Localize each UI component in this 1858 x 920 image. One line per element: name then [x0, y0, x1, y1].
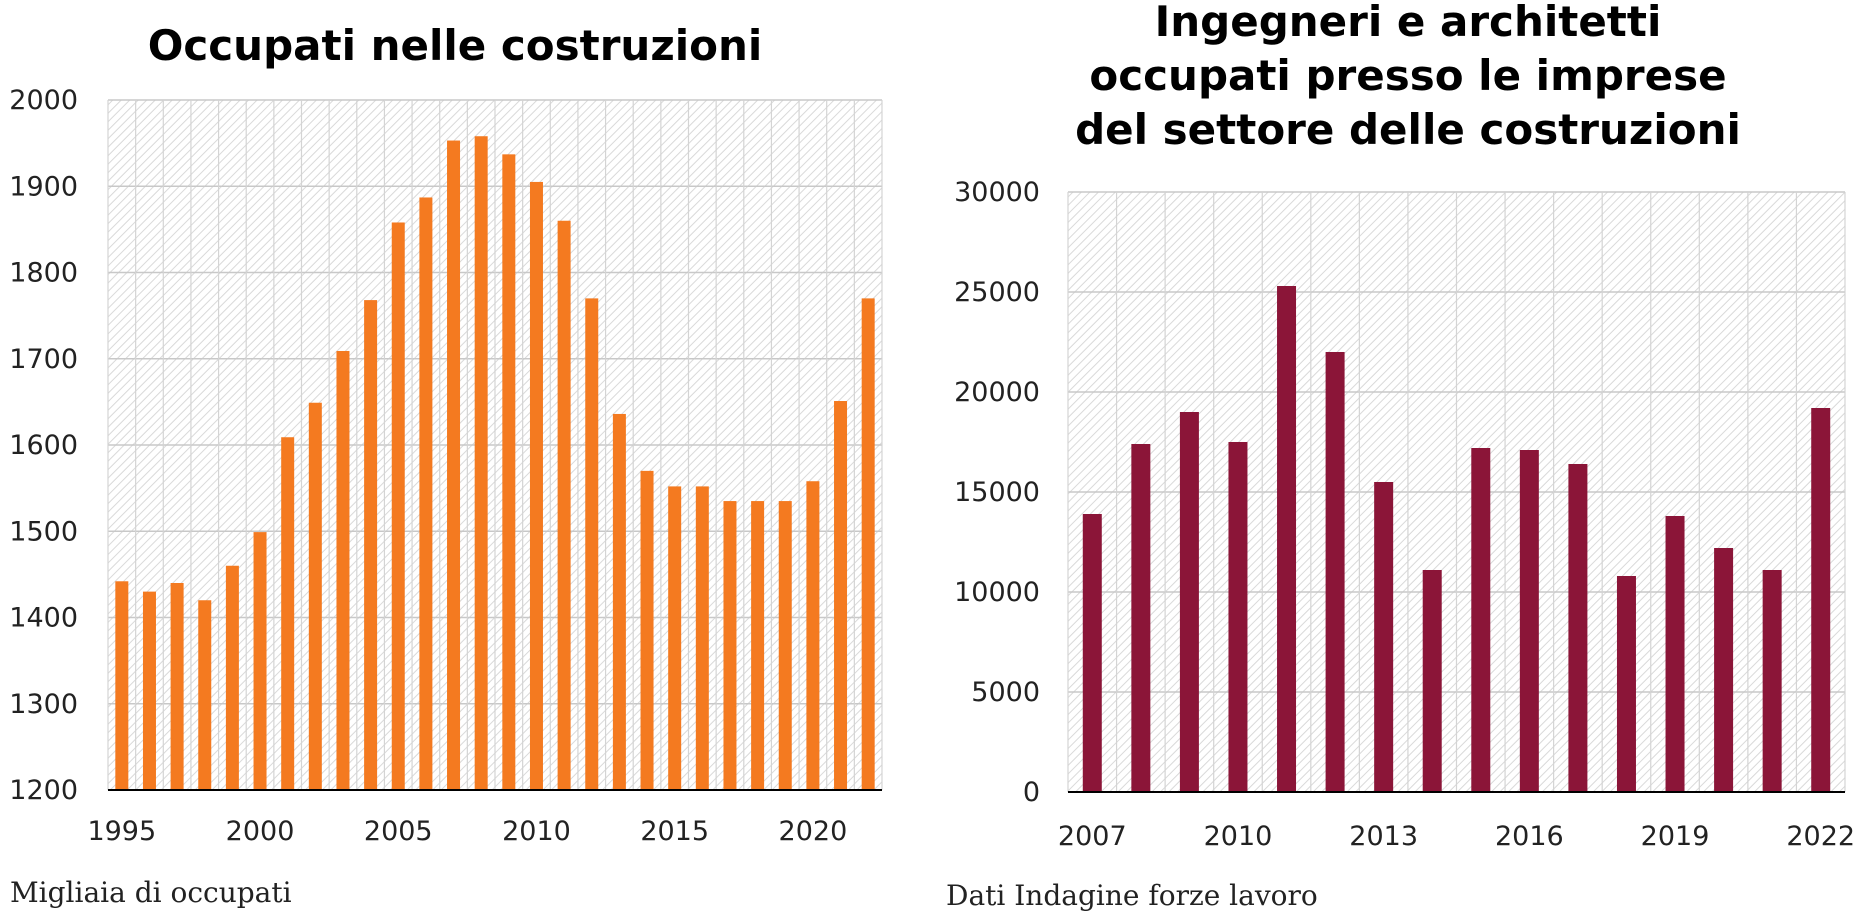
chart-2-title-line-3: del settore delle costruzioni — [1075, 105, 1741, 154]
chart-1-bar-2004 — [364, 300, 378, 790]
chart-2-bar-2017 — [1568, 464, 1588, 792]
chart-employment: Occupati nelle costruzioni 1200130014001… — [9, 21, 883, 909]
chart-1-bar-1997 — [170, 583, 184, 790]
chart-1-x-tick-label: 2000 — [226, 816, 295, 847]
chart-1-bar-2006 — [419, 197, 433, 790]
chart-1-x-tick-label: 2010 — [502, 816, 571, 847]
chart-1-bar-2014 — [640, 470, 654, 790]
chart-1-y-tick-label: 1900 — [9, 171, 78, 202]
chart-1-gridlines — [107, 99, 883, 790]
chart-2-bar-2007 — [1082, 514, 1102, 792]
chart-1-y-tick-label: 1300 — [9, 689, 78, 720]
chart-1-y-tick-label: 1700 — [9, 344, 78, 375]
chart-1-title: Occupati nelle costruzioni — [148, 21, 763, 70]
chart-2-bar-2011 — [1277, 286, 1297, 792]
chart-1-bar-1998 — [198, 600, 212, 790]
chart-1-bar-2011 — [557, 220, 571, 790]
chart-2-y-tick-label: 25000 — [954, 277, 1040, 308]
chart-2-bar-2020 — [1714, 548, 1734, 792]
chart-2-bars — [1082, 286, 1831, 792]
chart-1-bar-2016 — [695, 486, 709, 790]
chart-1-y-tick-label: 1800 — [9, 258, 78, 289]
chart-2-title-line-2: occupati presso le imprese — [1089, 51, 1726, 100]
chart-1-x-ticks: 1995 2000 2005 2010 2015 2020 — [87, 816, 847, 847]
chart-engineers: Ingegneri e architetti occupati presso l… — [946, 0, 1855, 912]
chart-1-bar-2013 — [612, 413, 626, 790]
chart-2-x-tick-label: 2022 — [1786, 821, 1855, 852]
chart-1-bar-2008 — [474, 136, 488, 791]
chart-2-x-tick-label: 2007 — [1058, 821, 1127, 852]
chart-1-bar-2001 — [281, 437, 295, 790]
chart-2-bar-2018 — [1616, 576, 1636, 792]
chart-2-y-ticks: 0 5000 10000 15000 20000 25000 30000 — [954, 177, 1040, 808]
chart-2-y-tick-label: 10000 — [954, 577, 1040, 608]
chart-1-y-tick-label: 1600 — [9, 430, 78, 461]
chart-2-bar-2022 — [1811, 408, 1831, 792]
chart-2-bar-2010 — [1228, 442, 1248, 792]
chart-2-bar-2021 — [1762, 570, 1782, 792]
chart-1-bar-1996 — [142, 591, 156, 790]
chart-1-bar-2020 — [806, 481, 820, 790]
chart-2-bar-2013 — [1374, 482, 1394, 792]
chart-1-bar-1995 — [115, 581, 129, 790]
chart-2-bar-2008 — [1131, 444, 1151, 792]
chart-1-x-tick-label: 1995 — [87, 816, 156, 847]
chart-1-bar-2019 — [778, 501, 792, 790]
chart-1-bar-2022 — [861, 298, 875, 790]
chart-2-y-tick-label: 15000 — [954, 477, 1040, 508]
chart-1-bar-2010 — [529, 181, 543, 790]
chart-1-bar-2018 — [751, 501, 765, 790]
chart-1-bar-2017 — [723, 501, 737, 790]
chart-2-x-tick-label: 2010 — [1204, 821, 1273, 852]
chart-1-y-tick-label: 1500 — [9, 516, 78, 547]
chart-2-x-tick-label: 2013 — [1349, 821, 1418, 852]
chart-2-y-tick-label: 30000 — [954, 177, 1040, 208]
chart-2-bar-2009 — [1179, 412, 1199, 792]
chart-2-y-tick-label: 20000 — [954, 377, 1040, 408]
chart-2-bar-2019 — [1665, 516, 1685, 792]
chart-2-bar-2016 — [1519, 450, 1539, 792]
chart-1-y-tick-label: 1200 — [9, 775, 78, 806]
chart-1-x-tick-label: 2020 — [779, 816, 848, 847]
chart-2-bar-2014 — [1422, 570, 1442, 792]
chart-1-bar-2003 — [336, 350, 350, 790]
chart-1-bar-2005 — [391, 222, 405, 791]
chart-2-x-tick-label: 2016 — [1495, 821, 1564, 852]
chart-1-bar-1999 — [225, 565, 239, 790]
chart-1-x-tick-label: 2005 — [364, 816, 433, 847]
chart-2-x-tick-label: 2019 — [1641, 821, 1710, 852]
chart-1-bar-2015 — [668, 486, 682, 790]
chart-1-x-tick-label: 2015 — [640, 816, 709, 847]
chart-1-bar-2002 — [308, 402, 322, 790]
chart-2-title-line-1: Ingegneri e architetti — [1155, 0, 1662, 46]
chart-2-y-tick-label: 0 — [1023, 777, 1040, 808]
chart-2-x-ticks: 2007 2010 2013 2016 2019 2022 — [1058, 821, 1855, 852]
chart-1-bar-2012 — [585, 298, 599, 790]
chart-2-y-tick-label: 5000 — [971, 677, 1040, 708]
chart-1-bar-2021 — [834, 401, 848, 790]
chart-2-bar-2012 — [1325, 352, 1345, 792]
chart-1-y-tick-label: 2000 — [9, 85, 78, 116]
chart-1-bar-2009 — [502, 154, 516, 790]
chart-1-bar-2000 — [253, 532, 267, 790]
chart-1-bar-2007 — [447, 140, 461, 791]
chart-1-bars — [115, 136, 875, 791]
chart-2-note: Dati Indagine forze lavoro — [946, 879, 1318, 912]
chart-1-note: Migliaia di occupati — [10, 876, 292, 909]
chart-1-y-tick-label: 1400 — [9, 603, 78, 634]
chart-1-y-ticks: 1200 1300 1400 1500 1600 1700 1800 1900 2000 — [9, 85, 78, 806]
chart-2-bar-2015 — [1471, 448, 1491, 792]
